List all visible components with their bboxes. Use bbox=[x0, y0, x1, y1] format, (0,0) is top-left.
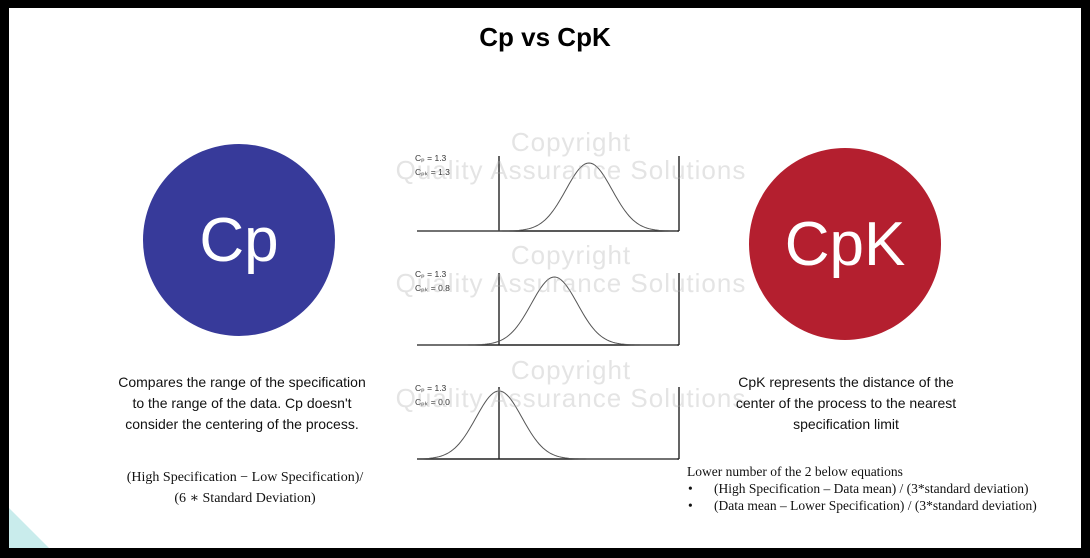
watermark-line: Copyright bbox=[510, 127, 632, 157]
cp-formula: (High Specification − Low Specification)… bbox=[113, 467, 377, 509]
cp-description-line: to the range of the data. Cp doesn't bbox=[132, 395, 352, 411]
cpk-circle-label: CpK bbox=[784, 209, 906, 279]
corner-decoration bbox=[9, 508, 49, 548]
watermark: Copyright Quality Assurance Solutions bbox=[361, 241, 781, 297]
cpk-description-line: CpK represents the distance of the bbox=[738, 374, 954, 390]
watermark-line: Quality Assurance Solutions bbox=[395, 155, 747, 185]
watermark-line: Quality Assurance Solutions bbox=[395, 268, 747, 298]
watermark: Copyright Quality Assurance Solutions bbox=[361, 356, 781, 412]
slide-title: Cp vs CpK bbox=[479, 22, 611, 52]
distribution-diagram: Cₚ = 1.3 Cₚₖ = 1.3 Cₚ = 1.3 Cₚₖ = 0.8 Cₚ… bbox=[415, 153, 680, 460]
cp-formula-line: (6 ∗ Standard Deviation) bbox=[174, 491, 316, 506]
cpk-equations: Lower number of the 2 below equations (H… bbox=[687, 463, 1081, 514]
cpk-description-line: specification limit bbox=[793, 416, 899, 432]
cpk-equation-list: (High Specification – Data mean) / (3*st… bbox=[687, 480, 1081, 514]
cp-formula-line: (High Specification − Low Specification)… bbox=[126, 470, 364, 485]
watermark-line: Copyright bbox=[510, 355, 632, 385]
cpk-description: CpK represents the distance of the cente… bbox=[721, 372, 971, 435]
cp-description-line: Compares the range of the specification bbox=[118, 374, 366, 390]
distribution-curve bbox=[417, 162, 678, 232]
cpk-value-label: Cₚₖ = 0.8 bbox=[415, 283, 450, 293]
cpk-equation-item: (Data mean – Lower Specification) / (3*s… bbox=[687, 497, 1081, 514]
cp-value-label: Cₚ = 1.3 bbox=[415, 269, 447, 279]
watermark-line: Quality Assurance Solutions bbox=[395, 383, 747, 413]
cp-circle: Cp bbox=[143, 144, 335, 336]
cpk-description-line: center of the process to the nearest bbox=[735, 395, 957, 411]
distribution-panel-2: Cₚ = 1.3 Cₚₖ = 0.8 bbox=[415, 269, 680, 346]
cp-description: Compares the range of the specification … bbox=[107, 372, 377, 435]
cpk-value-label: Cₚₖ = 0.0 bbox=[415, 397, 450, 407]
cpk-equation-item: (High Specification – Data mean) / (3*st… bbox=[687, 480, 1081, 497]
watermark: Copyright Quality Assurance Solutions bbox=[361, 128, 781, 184]
distribution-panel-3: Cₚ = 1.3 Cₚₖ = 0.0 bbox=[415, 383, 680, 460]
watermark-line: Copyright bbox=[510, 240, 632, 270]
cpk-circle: CpK bbox=[749, 148, 941, 340]
cp-value-label: Cₚ = 1.3 bbox=[415, 153, 447, 163]
cp-circle-label: Cp bbox=[199, 205, 279, 275]
cp-value-label: Cₚ = 1.3 bbox=[415, 383, 447, 393]
distribution-curve bbox=[417, 276, 677, 346]
distribution-curve bbox=[416, 390, 677, 460]
slide: Cp vs CpK Cp Compares the range of the s… bbox=[9, 8, 1081, 548]
cpk-value-label: Cₚₖ = 1.3 bbox=[415, 167, 450, 177]
cp-description-line: consider the centering of the process. bbox=[125, 416, 359, 432]
cpk-equations-heading: Lower number of the 2 below equations bbox=[687, 464, 903, 479]
distribution-panel-1: Cₚ = 1.3 Cₚₖ = 1.3 bbox=[415, 153, 680, 232]
